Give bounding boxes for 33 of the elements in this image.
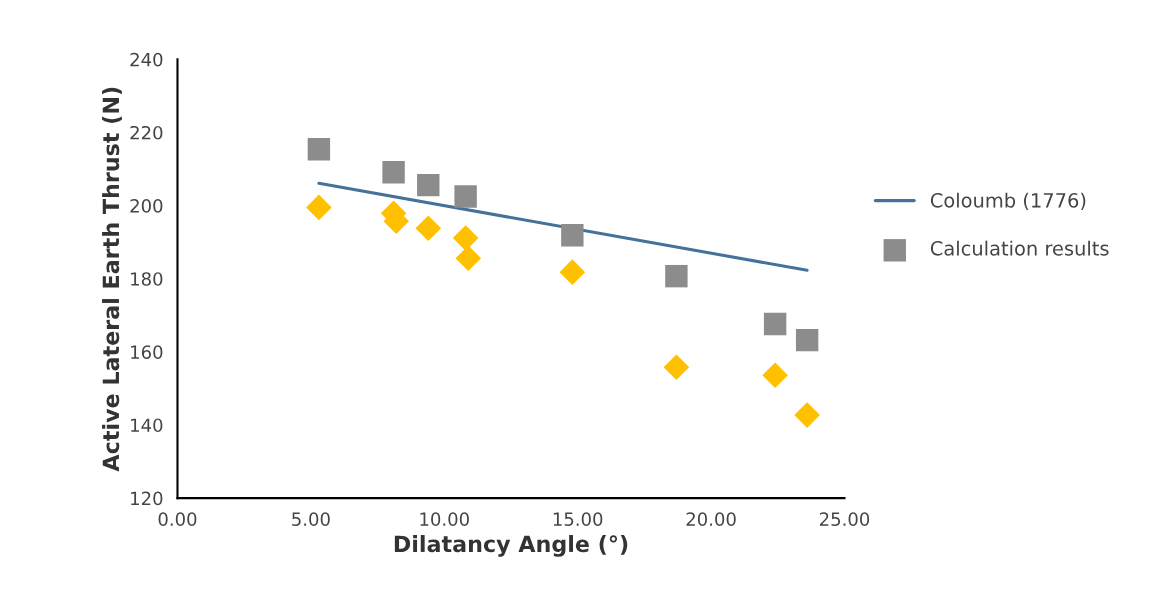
point (559, 259, 586, 285)
point (455, 245, 482, 272)
x-tick-label: 10.00 (420, 512, 469, 526)
y-tick-label: 180 (131, 272, 163, 286)
x-tick-label: 0.00 (158, 512, 197, 526)
point (452, 225, 479, 251)
point (561, 224, 584, 247)
x-tick-label: 25.00 (819, 512, 870, 526)
point (795, 328, 819, 352)
y-axis-title: Active Lateral Earth Thrust (N) (102, 87, 122, 472)
point (306, 194, 332, 221)
point (763, 312, 787, 336)
y-tick-label: 140 (131, 418, 163, 433)
point (417, 173, 440, 197)
point (415, 215, 442, 242)
point (307, 138, 331, 161)
legend-label: Calculation results (930, 240, 1109, 256)
point (454, 185, 477, 208)
y-tick-label: 240 (130, 52, 163, 67)
x-tick-label: 20.00 (686, 512, 736, 526)
y-tick-label: 160 (131, 345, 163, 359)
x-tick-label: 15.00 (553, 512, 603, 526)
point (794, 402, 820, 428)
x-tick-label: 5.00 (292, 512, 330, 526)
y-tick-label: 200 (130, 199, 163, 213)
point (382, 161, 405, 184)
x-axis-title: Dilatancy Angle (°) (394, 535, 628, 557)
legend-label: Coloumb (1776) (930, 192, 1086, 210)
y-tick-label: 120 (131, 491, 163, 506)
y-tick-label: 220 (130, 125, 163, 140)
point (762, 362, 788, 389)
point (665, 264, 688, 288)
point (663, 354, 690, 381)
